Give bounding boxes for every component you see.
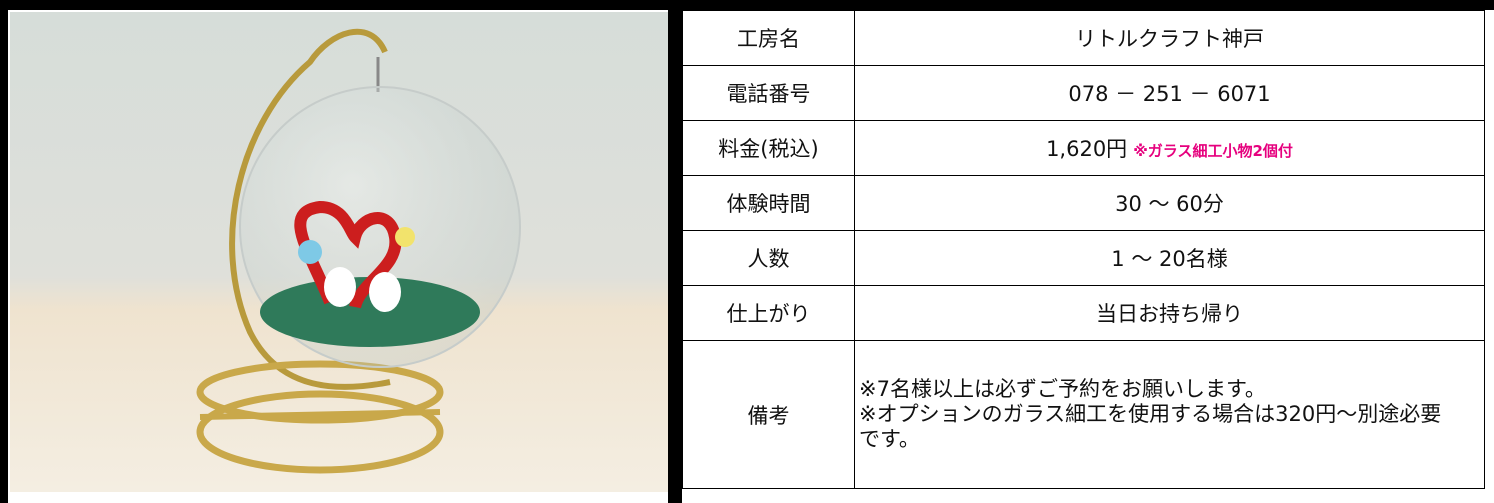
label: 人数 bbox=[682, 230, 855, 286]
row: 料金(税込) 1,620円 ※ガラス細工小物2個付 bbox=[682, 120, 1485, 176]
border bbox=[668, 0, 682, 503]
value: 1,620円 bbox=[1046, 137, 1128, 161]
value: 078 － 251 － 6071 bbox=[854, 65, 1485, 121]
value: 1 ～ 20名様 bbox=[854, 230, 1485, 286]
value-cell: 1,620円 ※ガラス細工小物2個付 bbox=[854, 120, 1485, 176]
row: 電話番号 078 － 251 － 6071 bbox=[682, 65, 1485, 121]
label: 体験時間 bbox=[682, 175, 855, 231]
label: 料金(税込) bbox=[682, 120, 855, 176]
remark-line: ※7名様以上は必ずご予約をお願いします。 bbox=[859, 377, 1266, 401]
photo bbox=[10, 12, 668, 492]
remark-line: ※オプションのガラス細工を使用する場合は320円～別途必要です。 bbox=[859, 402, 1442, 451]
row: 人数 1 ～ 20名様 bbox=[682, 230, 1485, 286]
border bbox=[0, 0, 8, 503]
label: 工房名 bbox=[682, 10, 855, 66]
value: 30 ～ 60分 bbox=[854, 175, 1485, 231]
value: 当日お持ち帰り bbox=[854, 285, 1485, 341]
value: リトルクラフト神戸 bbox=[854, 10, 1485, 66]
info-table: 工房名 リトルクラフト神戸 電話番号 078 － 251 － 6071 料金(税込)… bbox=[682, 10, 1485, 489]
label: 備考 bbox=[682, 340, 855, 489]
note: ※ガラス細工小物2個付 bbox=[1133, 142, 1293, 160]
row: 体験時間 30 ～ 60分 bbox=[682, 175, 1485, 231]
row: 工房名 リトルクラフト神戸 bbox=[682, 10, 1485, 66]
row: 仕上がり 当日お持ち帰り bbox=[682, 285, 1485, 341]
label: 仕上がり bbox=[682, 285, 855, 341]
row: 備考 ※7名様以上は必ずご予約をお願いします。 ※オプションのガラス細工を使用する場… bbox=[682, 340, 1485, 489]
remarks: ※7名様以上は必ずご予約をお願いします。 ※オプションのガラス細工を使用する場合は… bbox=[854, 340, 1485, 489]
label: 電話番号 bbox=[682, 65, 855, 121]
border bbox=[0, 0, 1494, 10]
